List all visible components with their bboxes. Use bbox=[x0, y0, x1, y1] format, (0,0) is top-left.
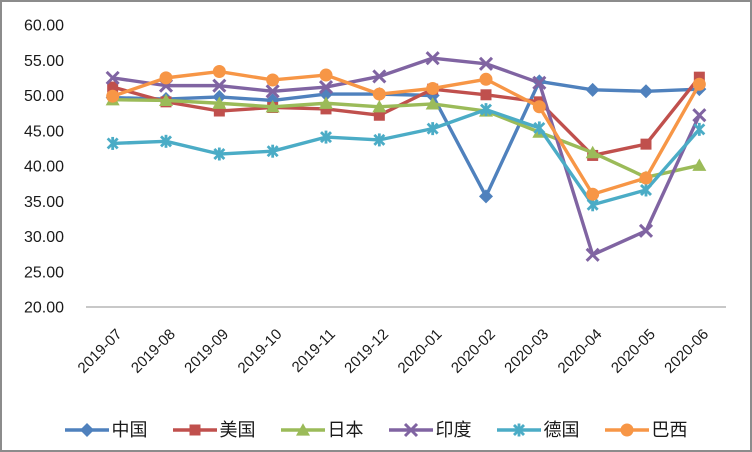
x-tick-label: 2020-05 bbox=[608, 326, 659, 377]
chart-legend: 中国 美国 日本 印度 德国 巴西 bbox=[2, 420, 750, 440]
legend-item-germany: 德国 bbox=[496, 420, 580, 440]
legend-item-china: 中国 bbox=[64, 420, 148, 440]
legend-marker-square-icon bbox=[172, 424, 217, 436]
x-tick-label: 2020-06 bbox=[661, 326, 712, 377]
legend-item-usa: 美国 bbox=[172, 420, 256, 440]
series-line-germany bbox=[106, 103, 706, 212]
x-tick-label: 2020-04 bbox=[555, 326, 606, 377]
legend-label: 印度 bbox=[435, 420, 472, 440]
x-tick-label: 2020-02 bbox=[448, 326, 499, 377]
legend-item-brazil: 巴西 bbox=[604, 420, 688, 440]
x-tick-label: 2020-03 bbox=[501, 326, 552, 377]
legend-marker-x-icon bbox=[388, 422, 433, 438]
x-tick-label: 2020-01 bbox=[395, 326, 446, 377]
y-tick-label: 30.00 bbox=[24, 229, 64, 246]
legend-marker-diamond-icon bbox=[64, 423, 109, 437]
legend-item-india: 印度 bbox=[388, 420, 472, 440]
x-tick-label: 2019-07 bbox=[75, 326, 126, 377]
y-tick-label: 50.00 bbox=[24, 88, 64, 105]
legend-label: 美国 bbox=[219, 420, 256, 440]
x-tick-label: 2019-10 bbox=[235, 326, 286, 377]
line-chart-plot: 60.00 55.00 50.00 45.00 40.00 35.00 30.00 25.00… bbox=[24, 18, 726, 377]
series-line-brazil bbox=[106, 65, 706, 201]
legend-marker-triangle-icon bbox=[280, 423, 325, 436]
y-tick-label: 55.00 bbox=[24, 53, 64, 70]
legend-label: 日本 bbox=[327, 420, 364, 440]
legend-label: 巴西 bbox=[651, 420, 688, 440]
x-tick-label: 2019-08 bbox=[128, 326, 179, 377]
legend-marker-asterisk-icon bbox=[496, 423, 541, 437]
y-tick-label: 40.00 bbox=[24, 159, 64, 176]
y-tick-label: 25.00 bbox=[24, 264, 64, 281]
y-tick-label: 45.00 bbox=[24, 123, 64, 140]
y-tick-label: 20.00 bbox=[24, 300, 64, 317]
x-tick-label: 2019-11 bbox=[289, 326, 339, 376]
y-tick-label: 35.00 bbox=[24, 194, 64, 211]
legend-label: 中国 bbox=[111, 420, 148, 440]
series-line-china bbox=[105, 74, 707, 204]
series-line-india bbox=[105, 51, 707, 262]
y-axis-labels: 60.00 55.00 50.00 45.00 40.00 35.00 30.00 25.00… bbox=[24, 18, 64, 317]
x-axis-labels: 2019-07 2019-08 2019-09 2019-10 2019-11 2019-… bbox=[75, 326, 713, 377]
x-tick-label: 2019-09 bbox=[181, 326, 232, 377]
legend-marker-circle-icon bbox=[604, 423, 649, 437]
y-tick-label: 60.00 bbox=[24, 18, 64, 35]
legend-label: 德国 bbox=[543, 420, 580, 440]
x-tick-label: 2019-12 bbox=[341, 326, 392, 377]
legend-item-japan: 日本 bbox=[280, 420, 364, 440]
